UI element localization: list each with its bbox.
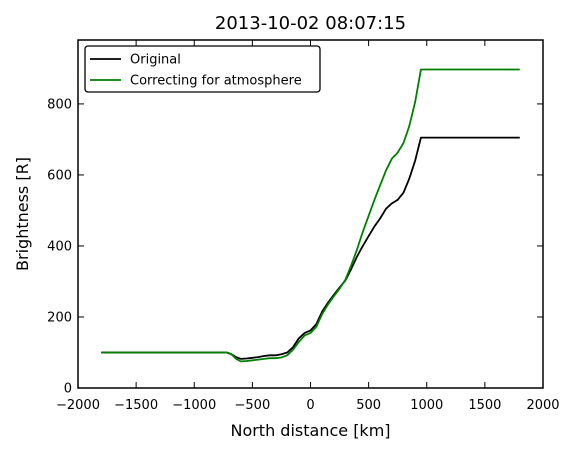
y-tick-label: 600 bbox=[47, 168, 72, 183]
x-tick-label: 2000 bbox=[526, 398, 559, 413]
x-tick-label: 0 bbox=[306, 398, 314, 413]
y-axis-label: Brightness [R] bbox=[13, 157, 32, 271]
chart-title: 2013-10-02 08:07:15 bbox=[215, 13, 406, 34]
x-tick-label: 1500 bbox=[468, 398, 501, 413]
series-line-correcting-for-atmosphere bbox=[101, 68, 520, 363]
legend-label: Correcting for atmosphere bbox=[130, 74, 302, 89]
x-tick-label: 500 bbox=[356, 398, 381, 413]
legend-box bbox=[84, 45, 321, 93]
x-tick-label: 1000 bbox=[410, 398, 443, 413]
y-tick-label: 0 bbox=[64, 382, 72, 397]
legend-label: Original bbox=[130, 53, 181, 68]
plot-area: −2000 −1500 −1000 −500 0 500 1000 1500 2000 0 200 4… bbox=[47, 39, 560, 413]
y-tick-label: 200 bbox=[47, 310, 72, 325]
y-tick-label: 800 bbox=[47, 97, 72, 112]
y-tick-label: 400 bbox=[47, 239, 72, 254]
x-tick-label: −500 bbox=[235, 398, 271, 413]
x-tick-label: −1000 bbox=[172, 398, 216, 413]
series-line-original bbox=[101, 136, 520, 360]
x-tick-label: −1500 bbox=[114, 398, 158, 413]
x-axis-label: North distance [km] bbox=[230, 421, 390, 440]
x-tick-label: −2000 bbox=[56, 398, 100, 413]
legend: Original Correcting for atmosphere bbox=[84, 45, 321, 93]
